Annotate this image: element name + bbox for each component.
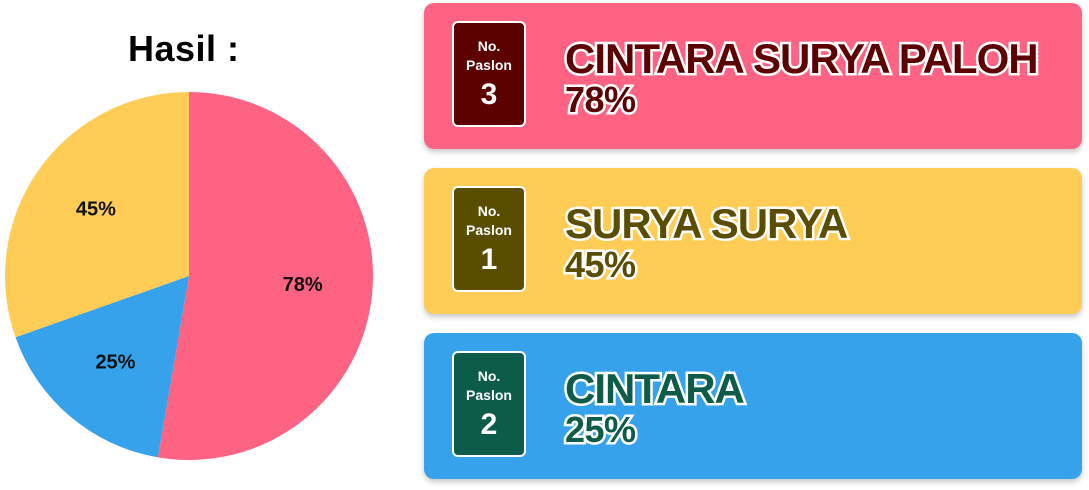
pie-slice-label: 78% <box>283 274 323 296</box>
paslon-badge: No. Paslon 1 <box>452 186 526 292</box>
candidate-percent: 25% <box>563 407 639 453</box>
candidate-percent: 45% <box>563 242 639 288</box>
candidate-card-1: No. Paslon 1 SURYA SURYA 45% <box>424 168 1082 314</box>
candidate-card-2: No. Paslon 2 CINTARA 25% <box>424 333 1082 479</box>
pie-slice <box>4 92 189 338</box>
badge-label: No. Paslon <box>466 203 512 238</box>
badge-label: No. Paslon <box>466 368 512 403</box>
paslon-number: 2 <box>480 408 498 441</box>
candidate-name: CINTARA <box>563 363 748 415</box>
pie-slice-label: 25% <box>95 351 135 373</box>
page-title: Hasil : <box>128 28 240 69</box>
pie-slice-label: 45% <box>76 198 116 220</box>
paslon-badge: No. Paslon 2 <box>452 351 526 457</box>
paslon-number: 3 <box>480 78 498 111</box>
pie-slice <box>157 92 373 460</box>
candidate-name: CINTARA SURYA PALOH <box>563 33 1042 85</box>
candidate-percent: 78% <box>563 77 639 123</box>
badge-label: No. Paslon <box>466 38 512 73</box>
candidate-name: SURYA SURYA <box>562 198 850 250</box>
paslon-number: 1 <box>480 243 498 276</box>
pie-slice <box>15 276 190 458</box>
paslon-badge: No. Paslon 3 <box>452 21 526 127</box>
candidate-card-3: No. Paslon 3 CINTARA SURYA PALOH 78% <box>424 3 1082 149</box>
pie-chart: 78% 25% 45% <box>4 92 373 460</box>
